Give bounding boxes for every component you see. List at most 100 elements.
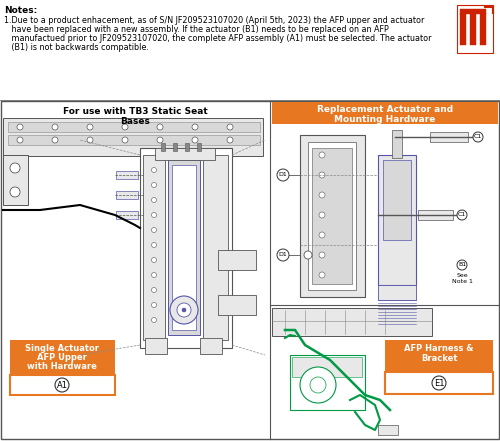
- Text: A1: A1: [56, 381, 68, 391]
- Circle shape: [319, 152, 325, 158]
- Circle shape: [152, 258, 156, 262]
- Circle shape: [10, 187, 20, 197]
- Bar: [272, 306, 498, 438]
- Circle shape: [152, 243, 156, 247]
- Circle shape: [319, 252, 325, 258]
- Circle shape: [152, 168, 156, 172]
- Text: AFP Harness &: AFP Harness &: [404, 344, 474, 353]
- Bar: [383, 160, 411, 240]
- Circle shape: [122, 124, 128, 130]
- Circle shape: [52, 124, 58, 130]
- Circle shape: [277, 169, 289, 181]
- Text: have been replaced with a new assembly. If the actuator (B1) needs to be replace: have been replaced with a new assembly. …: [4, 25, 389, 34]
- Bar: [168, 160, 200, 335]
- Circle shape: [152, 318, 156, 322]
- Circle shape: [319, 272, 325, 278]
- Circle shape: [87, 124, 93, 130]
- Circle shape: [227, 124, 233, 130]
- Bar: [292, 357, 362, 377]
- Bar: [470, 13, 476, 45]
- Bar: [3, 118, 263, 156]
- Bar: [145, 338, 167, 354]
- Bar: [197, 143, 201, 151]
- Bar: [161, 143, 165, 151]
- Text: C1: C1: [458, 213, 466, 217]
- Circle shape: [152, 228, 156, 232]
- Bar: [116, 171, 138, 179]
- Text: (B1) is not backwards compatible.: (B1) is not backwards compatible.: [4, 43, 149, 52]
- Text: C1: C1: [474, 135, 482, 139]
- Bar: [392, 130, 402, 158]
- Circle shape: [319, 212, 325, 218]
- Bar: [272, 308, 432, 336]
- Text: D1: D1: [278, 253, 287, 258]
- Bar: [385, 340, 493, 372]
- Bar: [203, 155, 228, 340]
- Bar: [116, 211, 138, 219]
- Circle shape: [192, 137, 198, 143]
- Text: B1: B1: [458, 262, 466, 268]
- Bar: [140, 148, 232, 348]
- Circle shape: [319, 172, 325, 178]
- Circle shape: [277, 249, 289, 261]
- Bar: [155, 148, 215, 160]
- Circle shape: [319, 232, 325, 238]
- Bar: [10, 340, 115, 375]
- Circle shape: [55, 378, 69, 392]
- Text: Bracket: Bracket: [421, 354, 457, 363]
- Bar: [173, 143, 177, 151]
- Bar: [378, 425, 398, 435]
- Bar: [143, 155, 165, 340]
- Text: See
Note 1: See Note 1: [452, 273, 472, 284]
- Bar: [218, 295, 256, 315]
- Circle shape: [152, 273, 156, 277]
- Circle shape: [152, 198, 156, 202]
- Circle shape: [319, 192, 325, 198]
- Circle shape: [157, 137, 163, 143]
- Circle shape: [87, 137, 93, 143]
- Text: Notes:: Notes:: [4, 6, 37, 15]
- Bar: [290, 355, 365, 410]
- Circle shape: [457, 260, 467, 270]
- Bar: [185, 143, 189, 151]
- Bar: [10, 375, 115, 395]
- Text: A1: A1: [56, 381, 68, 389]
- Circle shape: [170, 296, 198, 324]
- Circle shape: [52, 137, 58, 143]
- Bar: [172, 165, 196, 330]
- Text: AFP Upper: AFP Upper: [37, 353, 87, 362]
- Circle shape: [177, 303, 191, 317]
- Bar: [8, 122, 260, 132]
- Circle shape: [152, 288, 156, 292]
- Circle shape: [310, 377, 326, 393]
- Bar: [378, 285, 416, 300]
- Bar: [116, 191, 138, 199]
- Bar: [308, 142, 356, 290]
- Circle shape: [227, 137, 233, 143]
- Circle shape: [122, 137, 128, 143]
- Bar: [312, 148, 352, 284]
- Circle shape: [457, 210, 467, 220]
- Text: Replacement Actuator and
Mounting Hardware: Replacement Actuator and Mounting Hardwa…: [317, 105, 453, 124]
- Circle shape: [10, 163, 20, 173]
- Bar: [272, 124, 498, 302]
- Bar: [300, 135, 365, 297]
- Text: 1.Due to a product enhacement, as of S/N JF209523107020 (April 5th, 2023) the AF: 1.Due to a product enhacement, as of S/N…: [4, 16, 424, 25]
- Text: manufactued prior to JF209523107020, the complete AFP assembly (A1) must be sele: manufactued prior to JF209523107020, the…: [4, 34, 432, 43]
- Circle shape: [182, 308, 186, 312]
- Text: For use with TB3 Static Seat
Bases: For use with TB3 Static Seat Bases: [62, 107, 208, 127]
- Bar: [218, 250, 256, 270]
- Circle shape: [473, 132, 483, 142]
- Circle shape: [304, 251, 312, 259]
- Bar: [457, 5, 493, 53]
- Bar: [3, 155, 28, 205]
- Bar: [378, 155, 416, 285]
- Bar: [460, 9, 486, 14]
- Circle shape: [300, 367, 336, 403]
- Bar: [8, 135, 260, 145]
- Bar: [430, 132, 468, 142]
- Circle shape: [152, 183, 156, 187]
- Circle shape: [157, 124, 163, 130]
- Bar: [1, 101, 499, 439]
- Text: with Hardware: with Hardware: [27, 362, 97, 371]
